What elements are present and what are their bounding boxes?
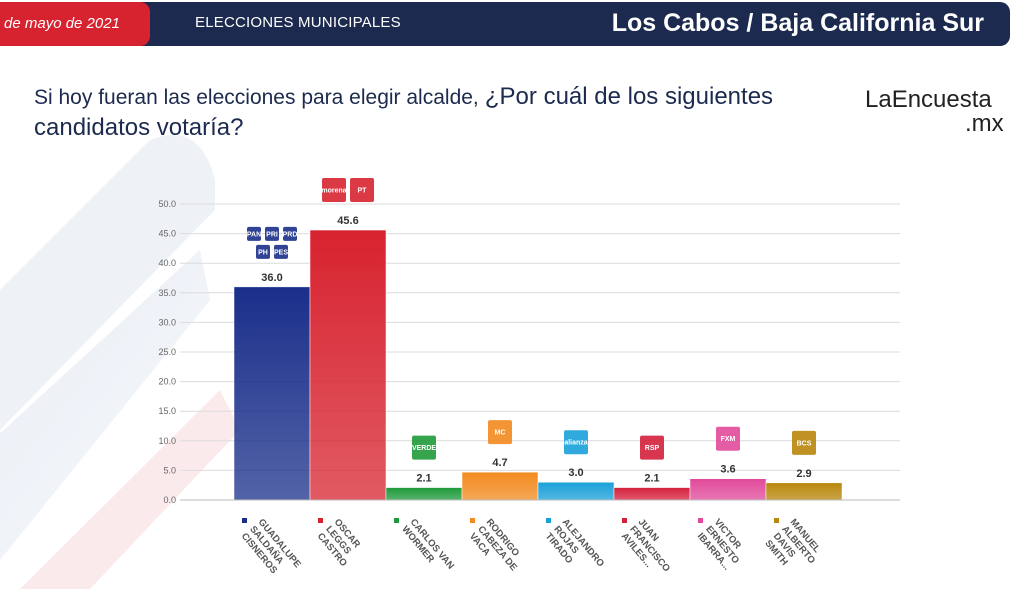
party-logo-label: morena — [321, 188, 346, 195]
legend-marker — [546, 518, 551, 523]
bar-value-label: 4.7 — [492, 457, 507, 469]
category-label: GUADALUPESALDAÑACISNEROS — [239, 517, 303, 584]
y-tick-label: 40.0 — [158, 258, 176, 268]
party-logo-label: alianza — [564, 440, 587, 447]
brand-logo: LaEncuesta .mx — [865, 88, 1015, 136]
party-logo — [716, 426, 740, 451]
section-title: ELECCIONES MUNICIPALES — [195, 14, 401, 31]
category-label: JUANFRANCISCOAVILES... — [619, 517, 681, 581]
party-logo — [265, 226, 279, 241]
party-logo — [283, 226, 297, 241]
party-logo-label: PES — [274, 249, 288, 256]
legend-marker — [470, 518, 475, 523]
party-logo-label: PRD — [283, 231, 298, 238]
bar-value-label: 36.0 — [261, 272, 282, 284]
bar — [765, 482, 843, 501]
y-tick-label: 35.0 — [158, 288, 176, 298]
bar-value-label: 2.1 — [416, 473, 431, 485]
date-label: de mayo de 2021 — [0, 2, 150, 46]
question-part-2: ¿Por cuál de los siguientes candidatos v… — [34, 83, 774, 141]
category-label: VICTORERNESTOIBARRA... — [695, 517, 750, 573]
y-tick-label: 25.0 — [158, 347, 176, 357]
party-logo-label: PAN — [247, 231, 261, 238]
y-tick-label: 0.0 — [163, 495, 176, 505]
party-logo-label: PH — [258, 249, 268, 256]
y-tick-label: 10.0 — [158, 436, 176, 446]
party-logo — [274, 244, 288, 259]
location-title: Los Cabos / Baja California Sur — [611, 9, 984, 37]
party-logo — [640, 435, 664, 460]
y-tick-label: 45.0 — [158, 229, 176, 239]
category-label: MANUELALBERTODAVISSMITH — [762, 517, 825, 580]
y-tick-label: 15.0 — [158, 406, 176, 416]
party-logo — [322, 178, 346, 203]
question-part-1: Si hoy fueran las elecciones para elegir… — [34, 86, 479, 109]
party-logo-label: RSP — [645, 445, 660, 452]
party-logo — [792, 430, 816, 455]
y-tick-label: 20.0 — [158, 377, 176, 387]
party-logo-label: VERDE — [412, 445, 436, 452]
bar — [461, 471, 539, 501]
bar-value-label: 3.6 — [720, 464, 735, 476]
legend-marker — [242, 518, 247, 523]
survey-question: Si hoy fueran las elecciones para elegir… — [34, 82, 854, 143]
legend-marker — [394, 518, 399, 523]
header-bar — [0, 2, 1010, 46]
party-logo-label: PRI — [266, 231, 278, 238]
party-logo — [247, 226, 261, 241]
party-logo-label: MC — [495, 430, 506, 437]
bar-value-label: 2.1 — [644, 473, 659, 485]
y-tick-label: 30.0 — [158, 317, 176, 327]
party-logo-label: BCS — [797, 440, 812, 447]
legend-marker — [622, 518, 627, 523]
category-label: OSCARLEGGSCASTRO — [315, 517, 366, 569]
y-tick-label: 5.0 — [163, 465, 176, 475]
bar — [537, 481, 615, 501]
bar — [689, 478, 767, 501]
legend-marker — [774, 518, 779, 523]
bar — [613, 487, 691, 501]
category-label: CARLOS VANWORMER — [399, 517, 456, 579]
y-tick-label: 50.0 — [158, 199, 176, 209]
bar — [309, 229, 387, 501]
bar — [233, 286, 311, 501]
party-logo — [488, 420, 512, 445]
party-logo — [350, 178, 374, 203]
legend-marker — [318, 518, 323, 523]
category-label: ALEJANDROROJASTIRADO — [543, 517, 606, 584]
brand-suffix: .mx — [965, 110, 1004, 137]
party-logo-label: PT — [358, 188, 368, 195]
bar-value-label: 2.9 — [796, 468, 811, 480]
category-label: RODRIGOCABEZA DEVACA — [467, 517, 528, 580]
bar — [385, 487, 463, 501]
party-logo — [412, 435, 436, 460]
party-logo — [256, 244, 270, 259]
bar-value-label: 45.6 — [337, 215, 358, 227]
brand-name: LaEncuesta — [865, 86, 992, 113]
bar-value-label: 3.0 — [568, 467, 583, 479]
legend-marker — [698, 518, 703, 523]
party-logo-label: FXM — [721, 436, 736, 443]
party-logo — [564, 430, 588, 455]
